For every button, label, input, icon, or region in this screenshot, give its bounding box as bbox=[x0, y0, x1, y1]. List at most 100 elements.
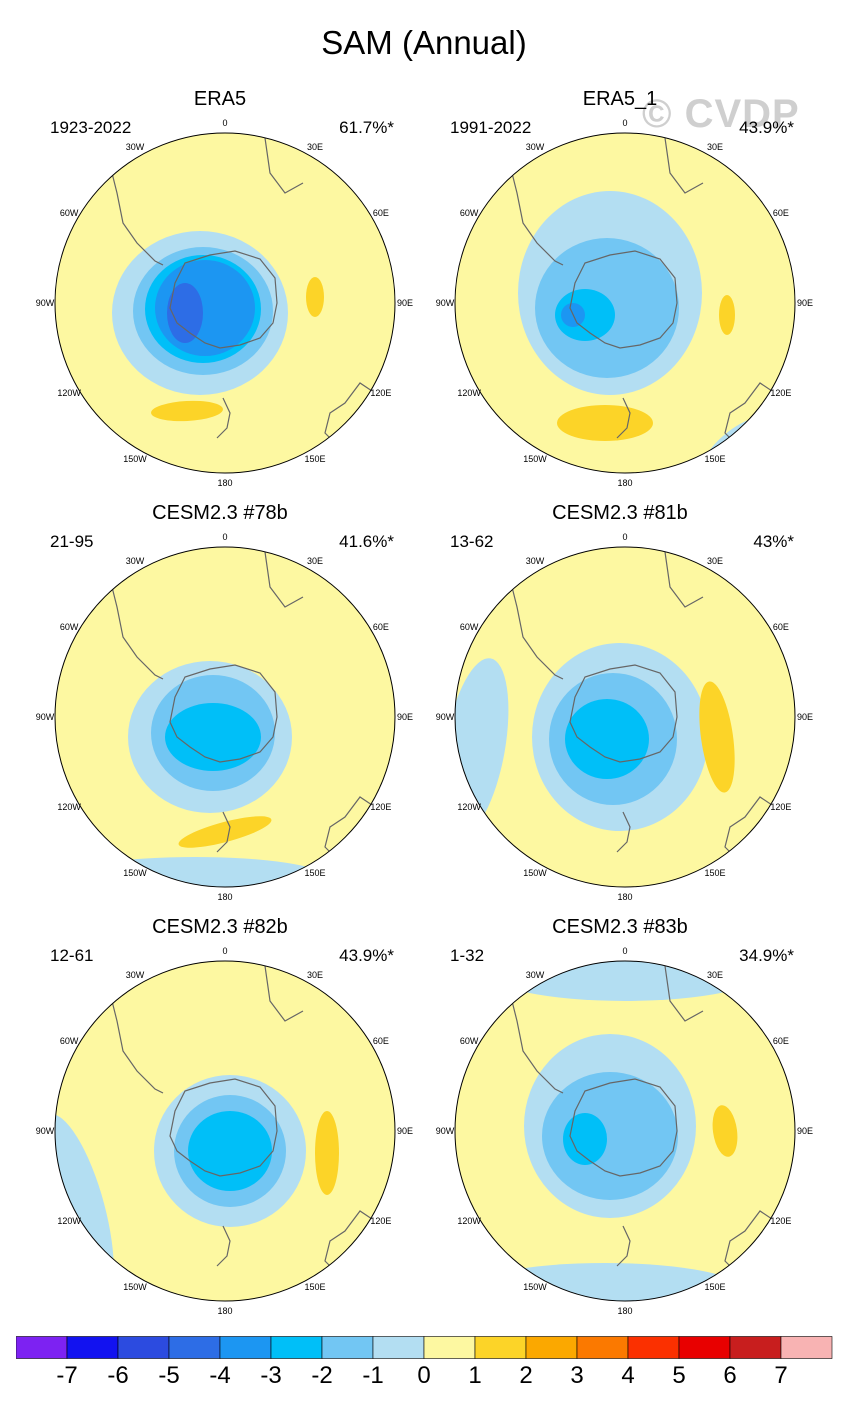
coastline bbox=[264, 551, 304, 608]
longitude-label: 120E bbox=[770, 1216, 791, 1226]
coastline bbox=[664, 551, 704, 608]
longitude-label: 90E bbox=[797, 1126, 813, 1136]
coastline bbox=[569, 250, 678, 349]
colorbar-labels: -7 -6 -5 -4 -3 -2 -1 0 1 2 3 4 5 6 7 bbox=[16, 1362, 832, 1392]
longitude-label: 0 bbox=[622, 118, 627, 128]
panel-variance: 43.9%* bbox=[739, 118, 794, 137]
colorbar-tick-label: -6 bbox=[107, 1362, 129, 1389]
longitude-label: 180 bbox=[617, 1306, 632, 1316]
longitude-label: 90W bbox=[36, 1126, 55, 1136]
panel-title: CESM2.3 #78b bbox=[152, 502, 288, 524]
coastline bbox=[616, 1225, 631, 1267]
panel-years: 13-62 bbox=[450, 532, 494, 551]
colorbar-swatch bbox=[16, 1336, 68, 1359]
polar-map: 0 30E 60E 90E 120E 150E 180 150W 120W 90W 60W 30W bbox=[36, 532, 413, 902]
contour-region bbox=[542, 1072, 678, 1200]
colorbar-swatch bbox=[678, 1336, 731, 1359]
contour-region bbox=[188, 1111, 272, 1191]
longitude-label: 120E bbox=[370, 388, 391, 398]
panel-title: CESM2.3 #82b bbox=[152, 916, 288, 938]
contour-region bbox=[178, 816, 272, 848]
contour-region bbox=[719, 295, 735, 335]
contour-region bbox=[712, 1105, 738, 1157]
longitude-label: 60W bbox=[60, 622, 79, 632]
colorbar-swatch bbox=[780, 1336, 833, 1359]
longitude-label: 30W bbox=[126, 970, 145, 980]
contour-region bbox=[65, 857, 325, 887]
colorbar-swatch bbox=[474, 1336, 527, 1359]
coastline bbox=[664, 965, 704, 1022]
coastline bbox=[169, 250, 278, 349]
map-panel: 0 30E 60E 90E 120E 150E 180 150W 120W 90W 60W 30W ER… bbox=[420, 88, 820, 488]
panel-variance: 43%* bbox=[753, 532, 794, 551]
longitude-label: 120W bbox=[457, 802, 481, 812]
longitude-label: 60E bbox=[373, 622, 389, 632]
longitude-label: 120W bbox=[57, 802, 81, 812]
coastline bbox=[106, 980, 164, 1094]
colorbar-swatch bbox=[423, 1336, 476, 1359]
longitude-label: 30E bbox=[707, 142, 723, 152]
longitude-label: 60E bbox=[773, 622, 789, 632]
longitude-label: 90E bbox=[797, 712, 813, 722]
colorbar-tick-label: -4 bbox=[209, 1362, 231, 1389]
longitude-label: 0 bbox=[222, 118, 227, 128]
panel-years: 12-61 bbox=[50, 946, 94, 965]
map-panel: 0 30E 60E 90E 120E 150E 180 150W 120W 90W 60W 30W CE… bbox=[20, 502, 420, 902]
map-border bbox=[454, 960, 796, 1302]
longitude-label: 60W bbox=[460, 1036, 479, 1046]
longitude-label: 120W bbox=[57, 388, 81, 398]
colorbar-tick-label: -2 bbox=[311, 1362, 333, 1389]
polar-map: 0 30E 60E 90E 120E 150E 180 150W 120W 90W 60W 30W bbox=[36, 118, 413, 488]
coastline bbox=[216, 397, 231, 439]
longitude-label: 120E bbox=[770, 802, 791, 812]
colorbar-tick-label: 1 bbox=[468, 1362, 482, 1389]
contour-region bbox=[165, 703, 261, 771]
colorbar-tick-label: 6 bbox=[723, 1362, 737, 1389]
coastline bbox=[216, 811, 231, 853]
longitude-label: 180 bbox=[617, 892, 632, 902]
longitude-label: 60E bbox=[773, 1036, 789, 1046]
colorbar-swatch bbox=[321, 1336, 374, 1359]
colorbar-swatch bbox=[219, 1336, 272, 1359]
panel-variance: 43.9%* bbox=[339, 946, 394, 965]
longitude-label: 0 bbox=[622, 946, 627, 956]
colorbar-tick-label: -5 bbox=[158, 1362, 180, 1389]
longitude-label: 60W bbox=[460, 622, 479, 632]
contour-region bbox=[565, 699, 649, 779]
longitude-label: 150W bbox=[123, 868, 147, 878]
coastline bbox=[506, 566, 564, 680]
longitude-label: 150E bbox=[304, 1282, 325, 1292]
longitude-label: 180 bbox=[217, 1306, 232, 1316]
contour-region bbox=[563, 1113, 607, 1165]
polar-map: 0 30E 60E 90E 120E 150E 180 150W 120W 90W 60W 30W bbox=[436, 118, 813, 488]
longitude-label: 120W bbox=[57, 1216, 81, 1226]
longitude-label: 60E bbox=[373, 1036, 389, 1046]
panel-variance: 61.7%* bbox=[339, 118, 394, 137]
colorbar bbox=[16, 1336, 833, 1359]
map-border bbox=[454, 132, 796, 474]
colorbar-swatch bbox=[270, 1336, 323, 1359]
figure-title: SAM (Annual) bbox=[321, 24, 527, 61]
longitude-label: 0 bbox=[222, 532, 227, 542]
polar-map: 0 30E 60E 90E 120E 150E 180 150W 120W 90W 60W 30W bbox=[36, 946, 413, 1316]
longitude-label: 150W bbox=[123, 1282, 147, 1292]
colorbar-tick-label: 4 bbox=[621, 1362, 635, 1389]
panel-years: 1923-2022 bbox=[50, 118, 132, 137]
watermark: © CVDP bbox=[642, 92, 800, 136]
colorbar-swatch bbox=[627, 1336, 680, 1359]
longitude-label: 30E bbox=[307, 556, 323, 566]
longitude-label: 0 bbox=[222, 946, 227, 956]
coastline bbox=[569, 664, 678, 763]
panel-title: ERA5_1 bbox=[582, 88, 658, 110]
colorbar-tick-label: 7 bbox=[774, 1362, 788, 1389]
contour-region bbox=[167, 283, 203, 343]
longitude-label: 90W bbox=[436, 298, 455, 308]
longitude-label: 150E bbox=[304, 454, 325, 464]
longitude-label: 180 bbox=[217, 478, 232, 488]
longitude-label: 90E bbox=[397, 298, 413, 308]
coastline bbox=[216, 1225, 231, 1267]
panel-variance: 34.9%* bbox=[739, 946, 794, 965]
longitude-label: 60E bbox=[773, 208, 789, 218]
map-panel: 0 30E 60E 90E 120E 150E 180 150W 120W 90W 60W 30W CE… bbox=[20, 916, 420, 1316]
coastline bbox=[264, 137, 304, 194]
